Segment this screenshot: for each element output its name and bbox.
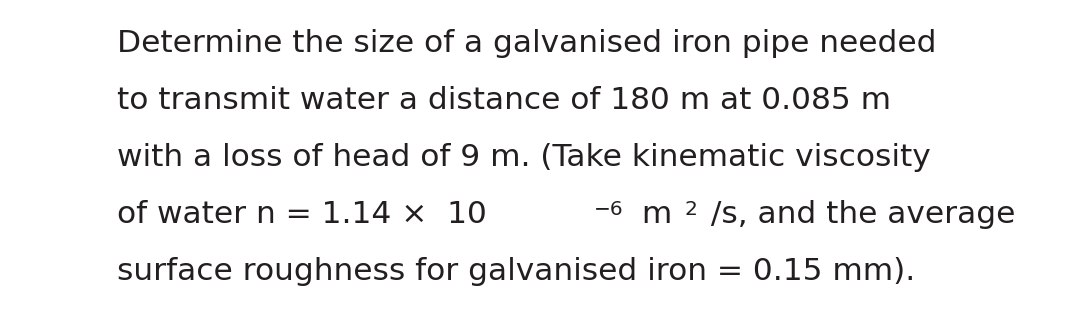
Text: Determine the size of a galvanised iron pipe needed: Determine the size of a galvanised iron …	[117, 29, 936, 58]
Text: with a loss of head of 9 m. (Take kinematic viscosity: with a loss of head of 9 m. (Take kinema…	[117, 143, 931, 172]
Text: /s, and the average: /s, and the average	[701, 200, 1015, 229]
Text: 2: 2	[685, 200, 698, 219]
Text: to transmit water a distance of 180 m at 0.085 m: to transmit water a distance of 180 m at…	[117, 86, 891, 115]
Text: surface roughness for galvanised iron = 0.15 mm).: surface roughness for galvanised iron = …	[117, 257, 915, 286]
Text: of water n = 1.14 ×  10: of water n = 1.14 × 10	[117, 200, 487, 229]
Text: −6: −6	[594, 200, 624, 219]
Text: m: m	[633, 200, 673, 229]
